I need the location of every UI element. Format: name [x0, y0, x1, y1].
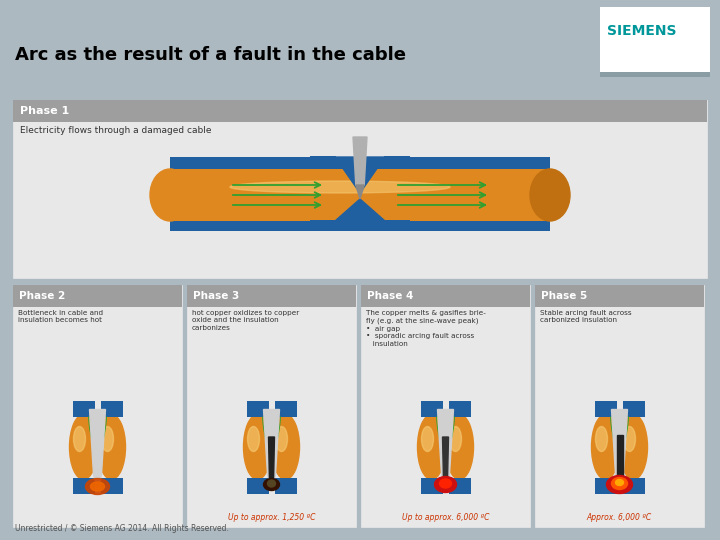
Ellipse shape [276, 427, 287, 451]
Bar [361, 285, 530, 527]
Bar [449, 477, 470, 494]
Bar [623, 401, 644, 416]
Polygon shape [441, 475, 449, 489]
Polygon shape [356, 185, 364, 199]
Text: Phase 5: Phase 5 [541, 291, 588, 301]
Bar [274, 401, 297, 416]
Ellipse shape [530, 169, 570, 221]
Bar [246, 477, 269, 494]
Text: Phase 4: Phase 4 [367, 291, 413, 301]
Text: Stable arcing fault across
carbonized insulation: Stable arcing fault across carbonized in… [540, 310, 631, 323]
Ellipse shape [150, 169, 190, 221]
Bar [595, 401, 616, 416]
Bar [623, 477, 644, 494]
Text: Phase 2: Phase 2 [19, 291, 66, 301]
Text: Up to approx. 1,250 ºC: Up to approx. 1,250 ºC [228, 513, 315, 522]
Polygon shape [264, 409, 279, 475]
Ellipse shape [624, 427, 636, 451]
Text: Arc as the result of a fault in the cable: Arc as the result of a fault in the cabl… [15, 46, 406, 64]
Ellipse shape [86, 478, 109, 495]
Ellipse shape [606, 476, 632, 494]
Ellipse shape [595, 427, 608, 451]
Bar [449, 401, 470, 416]
Bar [187, 285, 356, 307]
Ellipse shape [102, 427, 114, 451]
Bar [170, 157, 550, 171]
Text: Bottleneck in cable and
insulation becomes hot: Bottleneck in cable and insulation becom… [18, 310, 103, 323]
Ellipse shape [70, 415, 97, 480]
Ellipse shape [439, 479, 451, 488]
Polygon shape [438, 409, 454, 475]
Text: Phase 1: Phase 1 [20, 106, 69, 116]
Bar [73, 477, 94, 494]
Ellipse shape [73, 427, 86, 451]
Ellipse shape [91, 482, 104, 491]
Ellipse shape [446, 415, 474, 480]
Ellipse shape [434, 476, 456, 492]
Bar [600, 72, 710, 77]
Text: Unrestricted / © Siemens AG 2014. All Rights Reserved.: Unrestricted / © Siemens AG 2014. All Ri… [15, 524, 229, 533]
Polygon shape [310, 157, 410, 193]
Bar [420, 477, 443, 494]
Polygon shape [443, 437, 449, 481]
Ellipse shape [230, 181, 450, 193]
Ellipse shape [421, 427, 433, 451]
Bar [361, 285, 530, 307]
Text: hot copper oxidizes to copper
oxide and the insulation
carbonizes: hot copper oxidizes to copper oxide and … [192, 310, 300, 331]
Ellipse shape [97, 415, 125, 480]
Ellipse shape [268, 480, 276, 487]
Bar [13, 285, 182, 527]
Polygon shape [269, 437, 274, 483]
Ellipse shape [264, 478, 279, 490]
Polygon shape [268, 475, 276, 489]
Polygon shape [89, 409, 106, 475]
Bar [535, 285, 704, 527]
Bar [101, 401, 122, 416]
Polygon shape [353, 137, 367, 185]
Ellipse shape [592, 415, 619, 480]
Text: Up to approx. 6,000 ºC: Up to approx. 6,000 ºC [402, 513, 490, 522]
Ellipse shape [271, 415, 300, 480]
Polygon shape [310, 199, 410, 221]
Ellipse shape [616, 480, 624, 485]
Bar [170, 217, 550, 231]
Polygon shape [94, 475, 102, 489]
Bar [600, 7, 710, 72]
Text: Approx. 6,000 ºC: Approx. 6,000 ºC [587, 513, 652, 522]
Text: Electricity flows through a damaged cable: Electricity flows through a damaged cabl… [20, 126, 212, 135]
Bar [246, 401, 269, 416]
Bar [101, 477, 122, 494]
Polygon shape [611, 409, 628, 475]
Ellipse shape [243, 415, 271, 480]
Bar [13, 285, 182, 307]
Polygon shape [616, 475, 624, 489]
Bar [595, 477, 616, 494]
Ellipse shape [449, 427, 462, 451]
Text: SIEMENS: SIEMENS [607, 24, 677, 38]
Text: The copper melts & gasifies brie-
fly (e.g. at the sine-wave peak)
•  air gap
• : The copper melts & gasifies brie- fly (e… [366, 310, 486, 347]
Ellipse shape [418, 415, 446, 480]
Bar [73, 401, 94, 416]
Bar [170, 169, 550, 221]
Bar [535, 285, 704, 307]
Text: Phase 3: Phase 3 [193, 291, 239, 301]
Ellipse shape [619, 415, 647, 480]
Ellipse shape [248, 427, 259, 451]
Polygon shape [616, 435, 623, 481]
Ellipse shape [611, 477, 628, 489]
Bar [13, 100, 707, 278]
Bar [420, 401, 443, 416]
Bar [187, 285, 356, 527]
Bar [13, 100, 707, 122]
Bar [274, 477, 297, 494]
